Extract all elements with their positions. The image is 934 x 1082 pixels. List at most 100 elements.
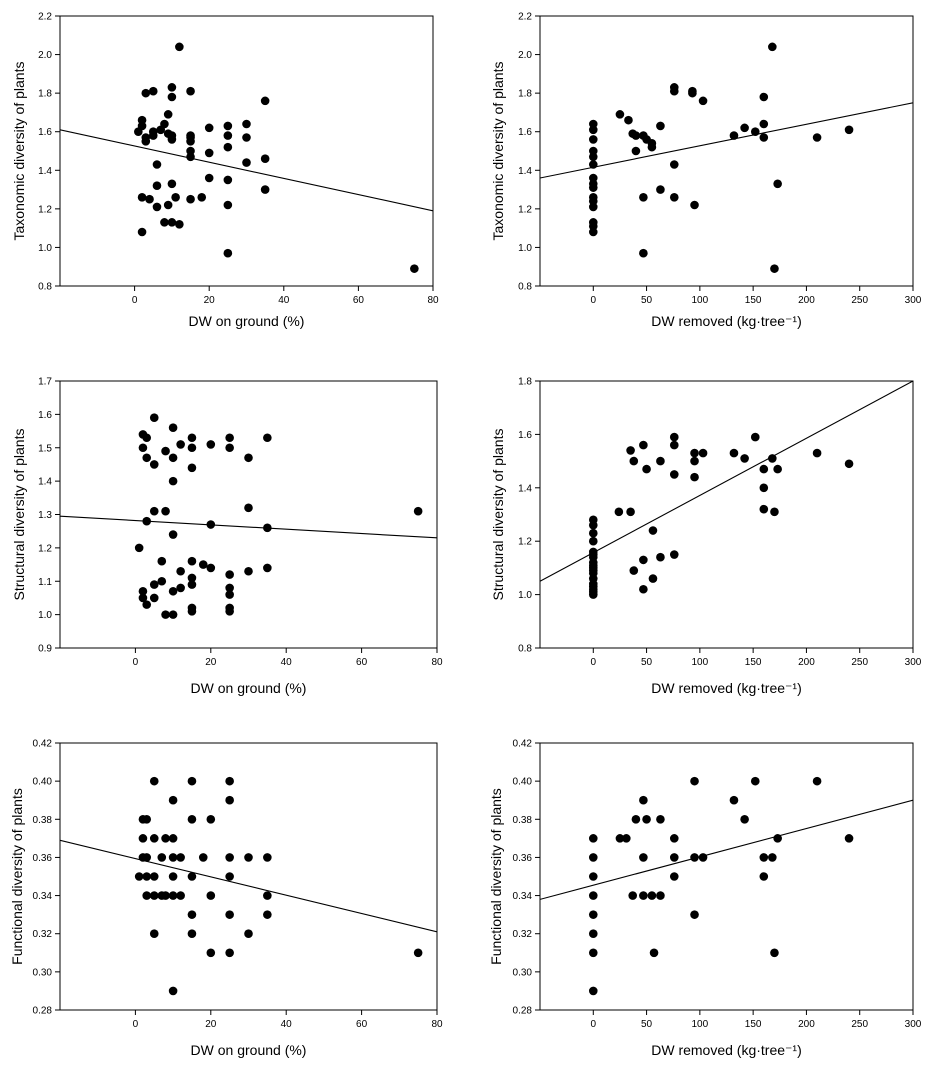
taxonomic-removed-data-point bbox=[698, 96, 708, 106]
structural-ground-data-point bbox=[187, 463, 197, 473]
taxonomic-ground-data-point bbox=[223, 142, 233, 152]
structural-removed-ytick-label: 1.2 bbox=[518, 537, 532, 548]
structural-removed-data-point bbox=[844, 459, 854, 469]
functional-ground-plot-frame bbox=[59, 742, 438, 1011]
functional-removed-data-point bbox=[656, 891, 665, 900]
structural-removed-data-point bbox=[626, 507, 635, 517]
functional-ground-data-point bbox=[142, 853, 152, 862]
functional-ground-data-point bbox=[168, 834, 178, 843]
taxonomic-removed-ytick-label: 2.2 bbox=[518, 12, 532, 23]
structural-removed-xtick-label: 150 bbox=[745, 657, 762, 668]
functional-removed-data-point bbox=[588, 910, 598, 919]
functional-removed-data-point bbox=[690, 776, 699, 786]
structural-ground-data-point bbox=[168, 586, 178, 596]
taxonomic-removed-x-axis-title: DW removed (kg·tree⁻¹) bbox=[651, 313, 802, 329]
functional-ground-ytick-label: 0.28 bbox=[33, 1006, 53, 1017]
structural-removed-data-point bbox=[629, 456, 639, 466]
functional-removed-data-point bbox=[770, 948, 779, 958]
taxonomic-ground-data-point bbox=[204, 123, 214, 133]
structural-ground-ytick-label: 1.7 bbox=[38, 377, 52, 388]
structural-ground-ytick-label: 1.3 bbox=[38, 510, 52, 521]
taxonomic-removed-xtick-label: 200 bbox=[798, 295, 815, 306]
functional-ground-data-point bbox=[263, 910, 272, 919]
structural-ground-data-point bbox=[244, 503, 253, 513]
structural-ground-data-point bbox=[263, 563, 272, 573]
taxonomic-removed-data-point bbox=[588, 135, 598, 144]
functional-ground-data-point bbox=[149, 929, 159, 939]
structural-removed-data-point bbox=[669, 432, 679, 442]
structural-ground-data-point bbox=[168, 610, 178, 619]
functional-ground-data-point bbox=[142, 872, 152, 881]
structural-ground-data-point bbox=[134, 543, 144, 553]
functional-removed-data-point bbox=[759, 872, 769, 881]
structural-ground-xtick-label: 0 bbox=[133, 657, 139, 668]
taxonomic-removed-regression-line bbox=[540, 102, 913, 179]
structural-removed-data-point bbox=[656, 456, 665, 466]
taxonomic-ground-ytick-label: 1.6 bbox=[38, 127, 52, 138]
taxonomic-ground-data-point bbox=[167, 83, 177, 92]
taxonomic-ground-xtick-label: 0 bbox=[132, 295, 138, 306]
structural-ground-data-point bbox=[225, 606, 234, 616]
structural-removed-data-point bbox=[759, 483, 769, 493]
taxonomic-removed-ytick-label: 2.0 bbox=[518, 50, 532, 61]
taxonomic-removed-data-point bbox=[588, 202, 598, 212]
structural-ground-regression-line bbox=[60, 515, 437, 539]
structural-ground-data-point bbox=[142, 433, 152, 443]
taxonomic-removed-xtick-label: 300 bbox=[905, 295, 922, 306]
functional-removed-ytick-label: 0.36 bbox=[513, 853, 533, 864]
structural-ground-data-point bbox=[161, 610, 170, 619]
taxonomic-ground-data-point bbox=[137, 121, 147, 131]
structural-removed-data-point bbox=[639, 440, 648, 450]
taxonomic-ground-data-point bbox=[223, 175, 233, 185]
structural-ground-data-point bbox=[206, 563, 216, 573]
taxonomic-removed-data-point bbox=[588, 125, 598, 135]
functional-removed-data-point bbox=[588, 986, 598, 996]
taxonomic-ground-data-point bbox=[186, 137, 195, 146]
functional-ground-ytick-label: 0.36 bbox=[33, 853, 53, 864]
structural-removed-xtick-label: 200 bbox=[798, 657, 815, 668]
functional-removed-data-point bbox=[631, 814, 641, 824]
taxonomic-ground-data-point bbox=[186, 194, 195, 204]
taxonomic-ground-data-point bbox=[175, 42, 184, 52]
structural-ground-ytick-label: 1.6 bbox=[38, 410, 52, 421]
structural-ground-plot-frame bbox=[59, 380, 438, 649]
structural-removed-data-point bbox=[740, 454, 749, 463]
taxonomic-removed-data-point bbox=[588, 183, 598, 192]
taxonomic-removed-data-point bbox=[773, 179, 782, 189]
taxonomic-ground-data-point bbox=[167, 179, 177, 189]
taxonomic-removed-data-point bbox=[750, 127, 760, 137]
functional-removed-data-point bbox=[639, 891, 648, 900]
functional-removed-xtick-label: 50 bbox=[641, 1019, 653, 1030]
functional-ground-ytick-label: 0.40 bbox=[33, 777, 53, 788]
functional-ground-data-point bbox=[263, 891, 272, 900]
taxonomic-ground-data-point bbox=[242, 158, 251, 167]
structural-ground-y-axis-title: Structural diversity of plants bbox=[11, 429, 27, 601]
structural-ground-data-point bbox=[138, 593, 148, 603]
functional-ground-data-point bbox=[187, 776, 197, 786]
taxonomic-removed-ytick-label: 1.2 bbox=[518, 204, 532, 215]
taxonomic-ground-regression-line bbox=[60, 129, 433, 212]
taxonomic-ground-y-axis-title: Taxonomic diversity of plants bbox=[11, 62, 27, 241]
taxonomic-removed-data-point bbox=[639, 192, 648, 202]
taxonomic-removed-data-point bbox=[688, 88, 697, 98]
taxonomic-removed-xtick-label: 150 bbox=[745, 295, 762, 306]
structural-removed-ytick-label: 0.8 bbox=[518, 644, 532, 655]
functional-ground-data-point bbox=[244, 853, 253, 862]
functional-ground-data-point bbox=[225, 948, 234, 958]
structural-ground-data-point bbox=[138, 586, 148, 596]
functional-ground-data-point bbox=[225, 795, 234, 805]
taxonomic-ground-xtick-label: 40 bbox=[278, 295, 290, 306]
structural-ground-data-point bbox=[176, 566, 185, 576]
structural-removed-data-point bbox=[588, 520, 598, 530]
functional-removed-xtick-label: 100 bbox=[692, 1019, 709, 1030]
taxonomic-removed-plot-frame bbox=[539, 15, 914, 287]
taxonomic-ground-data-point bbox=[186, 86, 195, 96]
functional-ground-data-point bbox=[176, 891, 185, 900]
taxonomic-removed-data-point bbox=[639, 248, 648, 258]
taxonomic-removed-panel: 0.8 1.0 1.2 1.4 1.6 1.8 2.0 2.2 0 50 100 150 200 250 3… bbox=[490, 12, 922, 330]
functional-ground-ytick-label: 0.38 bbox=[33, 815, 53, 826]
structural-ground-xtick-label: 60 bbox=[356, 657, 368, 668]
taxonomic-ground-data-point bbox=[197, 192, 207, 202]
taxonomic-ground-data-point bbox=[141, 88, 151, 98]
structural-ground-xtick-label: 20 bbox=[205, 657, 217, 668]
